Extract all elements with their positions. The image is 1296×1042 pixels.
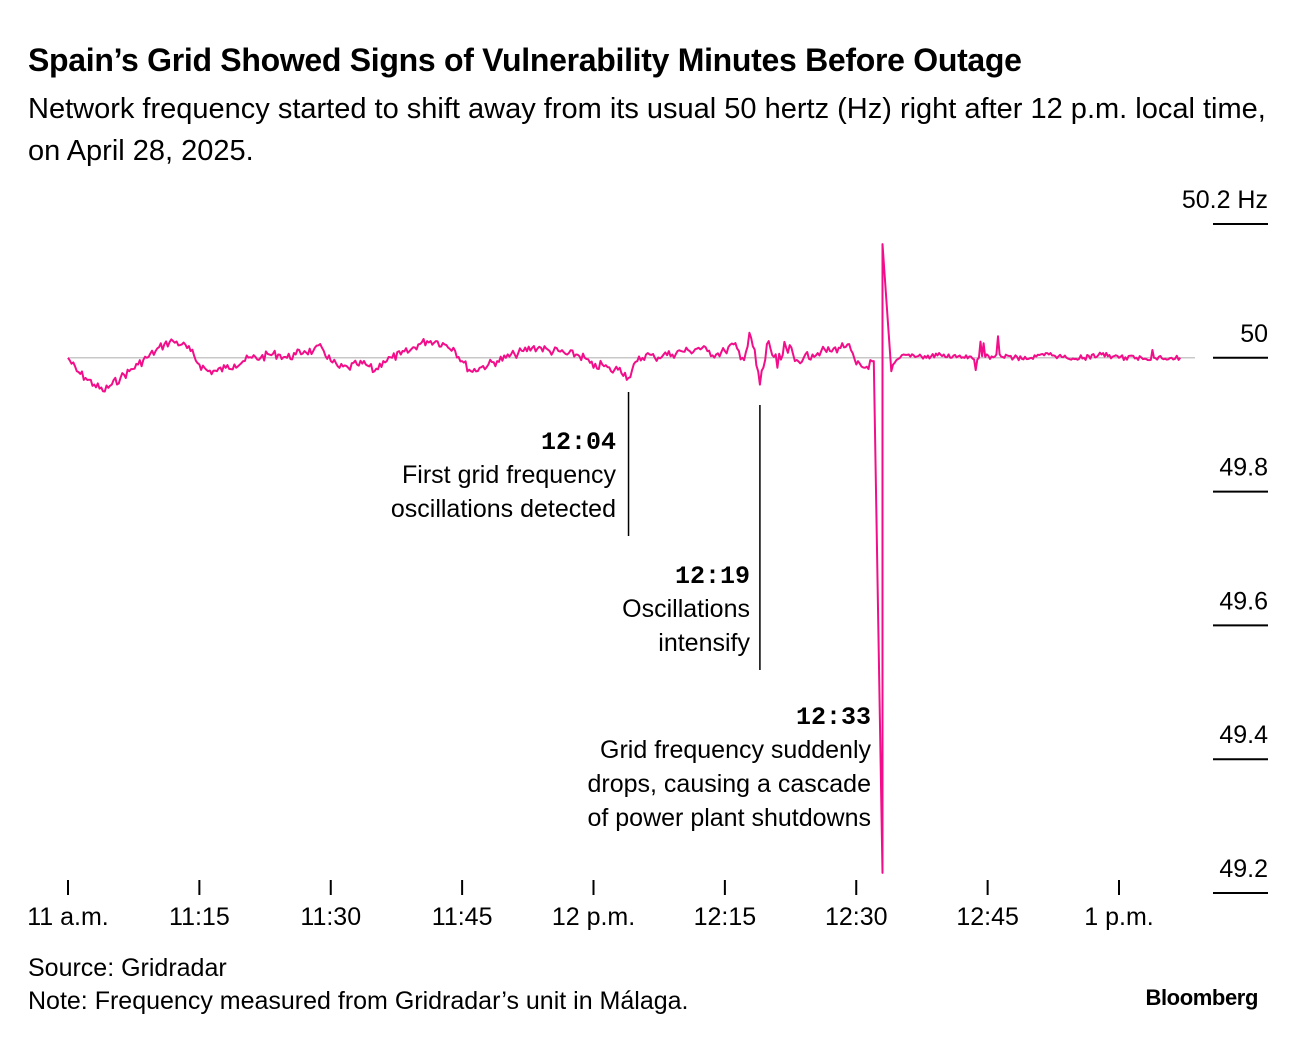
chart-title: Spain’s Grid Showed Signs of Vulnerabili… [28, 42, 1022, 78]
x-tick-label: 12:15 [694, 903, 757, 931]
annotation-text: of power plant shutdowns [587, 804, 871, 832]
x-tick-label: 11 a.m. [27, 903, 109, 931]
annotation-text: oscillations detected [391, 495, 616, 523]
y-tick-label: 50 [1240, 320, 1268, 348]
y-tick-label: 50.2 Hz [1182, 186, 1268, 214]
x-tick-label: 11:15 [169, 903, 230, 931]
y-tick-label: 49.2 [1219, 855, 1268, 883]
annotation-text: Oscillations [622, 595, 750, 623]
bloomberg-logo: Bloomberg [1145, 985, 1258, 1010]
y-tick-label: 49.4 [1219, 721, 1268, 749]
annotation-time: 12:04 [541, 428, 616, 457]
x-tick-label: 11:45 [432, 903, 493, 931]
annotation-text: intensify [658, 629, 750, 657]
note-text: Note: Frequency measured from Gridradar’… [28, 987, 689, 1015]
y-tick-label: 49.6 [1219, 587, 1268, 615]
annotation-text: First grid frequency [402, 461, 616, 489]
y-tick-label: 49.8 [1219, 454, 1268, 482]
x-tick-label: 11:30 [300, 903, 361, 931]
x-tick-label: 12 p.m. [552, 903, 635, 931]
chart-subtitle: Network frequency started to shift away … [28, 93, 1266, 167]
x-tick-label: 12:45 [956, 903, 1019, 931]
x-tick-label: 1 p.m. [1084, 903, 1153, 931]
annotation-time: 12:19 [675, 562, 750, 591]
annotation-text: drops, causing a cascade [587, 770, 871, 798]
annotation-text: Grid frequency suddenly [600, 736, 871, 764]
source-note: Source: Gridradar Note: Frequency measur… [28, 952, 689, 1018]
annotation-time: 12:33 [796, 703, 871, 732]
x-tick-label: 12:30 [825, 903, 888, 931]
source-text: Source: Gridradar [28, 954, 227, 982]
series-line-frequency [67, 243, 1182, 874]
